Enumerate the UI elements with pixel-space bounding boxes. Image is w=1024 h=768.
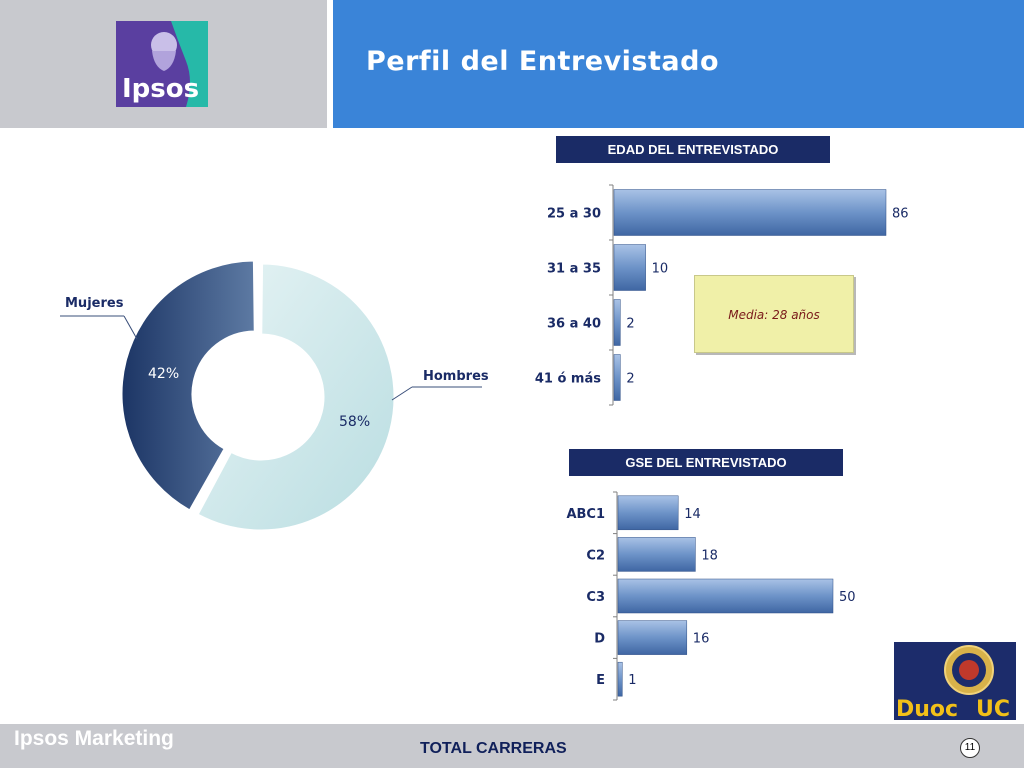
category-label: 25 a 30 (547, 207, 601, 222)
page-title: Perfil del Entrevistado (366, 46, 719, 77)
footer-bar (0, 724, 1024, 768)
category-label: C2 (586, 548, 605, 563)
media-note: Media: 28 años (694, 275, 854, 353)
ipsos-logo-text: Ipsos (122, 74, 199, 104)
footer-brand: Ipsos Marketing (14, 727, 174, 750)
value-label: 2 (626, 317, 634, 332)
duoc-logo-text: Duoc (896, 697, 958, 720)
value-label: 2 (626, 372, 634, 387)
age-chart-title: EDAD DEL ENTREVISTADO (556, 136, 830, 163)
bar (613, 244, 646, 291)
hombres-leader-line (391, 386, 413, 401)
value-label: 86 (892, 207, 909, 222)
category-label: E (596, 673, 605, 688)
bar (617, 578, 834, 614)
value-label: 10 (652, 262, 669, 277)
footer-total-label: TOTAL CARRERAS (420, 740, 567, 757)
category-label: 41 ó más (535, 372, 601, 387)
data-label-mujeres: 42% (148, 366, 179, 382)
bar (613, 354, 621, 401)
category-label: C3 (586, 590, 605, 605)
category-label: 31 a 35 (547, 262, 601, 277)
bar (617, 661, 623, 697)
bar (617, 620, 688, 655)
bar (613, 299, 621, 346)
category-label: 36 a 40 (547, 317, 601, 332)
header-right-panel (333, 0, 1024, 128)
duoc-uc-logo: Duoc UC (894, 642, 1016, 720)
value-label: 1 (628, 673, 636, 688)
gse-chart-title: GSE DEL ENTREVISTADO (569, 449, 843, 476)
donut-slice-hombres (197, 263, 395, 531)
data-label-hombres: 58% (339, 414, 370, 430)
bar (617, 495, 679, 531)
value-label: 16 (693, 632, 710, 647)
value-label: 50 (839, 590, 856, 605)
gender-donut-chart: Mujeres Hombres 42% 58% (60, 260, 489, 531)
bar (613, 189, 887, 236)
value-label: 18 (701, 548, 718, 563)
donut-slice-mujeres (121, 260, 255, 511)
category-label: D (594, 632, 605, 647)
legend-label-hombres: Hombres (423, 369, 489, 384)
category-label: ABC1 (566, 507, 605, 522)
value-label: 14 (684, 507, 701, 522)
bar (617, 537, 696, 572)
uc-logo-text: UC (976, 697, 1010, 720)
ipsos-logo: Ipsos (116, 21, 208, 107)
page-number: 11 (960, 738, 980, 758)
mujeres-leader-line-2 (123, 315, 138, 340)
legend-label-mujeres: Mujeres (65, 296, 124, 311)
